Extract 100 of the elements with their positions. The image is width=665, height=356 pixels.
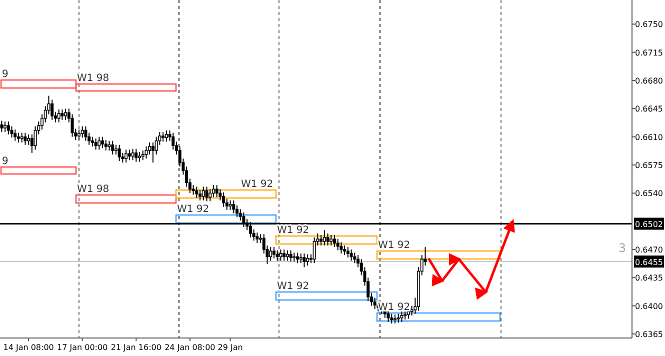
candlestick bbox=[57, 108, 60, 123]
candlestick bbox=[20, 132, 24, 143]
candlestick bbox=[10, 126, 14, 138]
candlestick bbox=[195, 186, 198, 198]
candlestick bbox=[24, 132, 27, 146]
candlestick bbox=[141, 150, 144, 161]
candlestick bbox=[94, 138, 98, 150]
candlestick bbox=[215, 184, 218, 198]
candlestick bbox=[14, 129, 17, 142]
annotation: W1 92 bbox=[277, 225, 310, 236]
candlestick bbox=[128, 149, 131, 161]
annotation: W1 92 bbox=[241, 179, 274, 190]
ref-line-label: 0.6502 bbox=[635, 220, 663, 230]
annotation: 3 bbox=[618, 241, 626, 255]
x-tick-label: 24 Jan 08:00 bbox=[164, 343, 216, 352]
candlestick bbox=[302, 253, 306, 268]
candlestick bbox=[114, 144, 118, 156]
candlestick bbox=[172, 132, 175, 150]
candlestick bbox=[124, 149, 128, 164]
x-tick-label: 29 Jan bbox=[218, 343, 243, 352]
candlestick bbox=[279, 248, 282, 262]
candlestick bbox=[232, 200, 236, 214]
candlestick bbox=[296, 252, 300, 264]
candlestick bbox=[80, 126, 84, 138]
candlestick bbox=[320, 234, 323, 246]
y-tick-label: 0.6540 bbox=[635, 189, 663, 198]
candlestick bbox=[6, 121, 10, 135]
candlestick bbox=[299, 253, 302, 264]
candlestick bbox=[256, 232, 259, 244]
candlestick bbox=[282, 248, 286, 262]
candlestick bbox=[134, 148, 138, 162]
candlestick bbox=[276, 250, 279, 262]
candlestick bbox=[340, 242, 343, 254]
candlestick bbox=[138, 152, 142, 162]
candlestick bbox=[202, 186, 205, 201]
candlestick bbox=[390, 313, 394, 324]
candlestick bbox=[326, 232, 330, 246]
x-tick-label: 17 Jan 00:00 bbox=[57, 343, 108, 352]
candlestick bbox=[4, 121, 7, 132]
y-tick-label: 0.6715 bbox=[635, 48, 663, 58]
candlestick bbox=[228, 200, 232, 211]
annotation: W1 92 bbox=[177, 204, 210, 215]
ref-line-label: 0.6455 bbox=[635, 258, 663, 268]
annotation: W1 92 bbox=[277, 281, 310, 292]
annotation: 9 bbox=[2, 69, 8, 80]
candlestick bbox=[222, 192, 226, 208]
y-tick-label: 0.6470 bbox=[635, 245, 663, 254]
candlestick bbox=[64, 108, 68, 120]
candlestick bbox=[272, 246, 276, 259]
candlestick bbox=[131, 148, 134, 161]
annotation: W1 98 bbox=[77, 73, 110, 84]
candlestick bbox=[330, 234, 333, 246]
candlestick bbox=[34, 126, 37, 150]
candlestick bbox=[205, 186, 208, 202]
candlestick bbox=[148, 142, 152, 156]
candlestick bbox=[111, 140, 114, 156]
candlestick bbox=[60, 108, 64, 120]
candlestick bbox=[286, 250, 289, 262]
candlestick bbox=[353, 252, 356, 264]
candlestick bbox=[162, 131, 165, 142]
x-tick-label: 14 Jan 08:00 bbox=[3, 343, 54, 352]
candlestick bbox=[90, 136, 94, 147]
candlestick bbox=[322, 230, 326, 246]
x-tick-label: 21 Jan 16:00 bbox=[110, 343, 162, 352]
candlestick bbox=[30, 134, 34, 154]
y-tick-label: 0.6645 bbox=[635, 104, 663, 114]
candlestick bbox=[212, 184, 215, 198]
candlestick bbox=[198, 189, 202, 201]
candlestick bbox=[164, 130, 168, 142]
candlestick bbox=[104, 140, 108, 151]
candlestick bbox=[151, 142, 154, 164]
candlestick bbox=[236, 204, 238, 218]
candlestick bbox=[208, 188, 212, 202]
candlestick bbox=[289, 250, 292, 262]
candlestick bbox=[312, 236, 316, 264]
candlestick bbox=[306, 254, 310, 266]
y-tick-label: 0.6435 bbox=[635, 274, 663, 283]
candlestick bbox=[269, 246, 272, 262]
annotation: W1 92 bbox=[378, 240, 410, 251]
candlestick bbox=[98, 136, 101, 150]
candlestick bbox=[50, 99, 54, 120]
annotation: 9 bbox=[2, 156, 8, 167]
annotation: W1 98 bbox=[77, 184, 110, 195]
y-tick-label: 0.6680 bbox=[635, 76, 663, 86]
y-tick-label: 0.6365 bbox=[635, 330, 663, 339]
candlestick bbox=[336, 238, 340, 251]
candlestick bbox=[343, 244, 346, 256]
candlestick bbox=[346, 246, 350, 258]
y-tick-label: 0.6610 bbox=[635, 132, 663, 142]
y-tick-label: 0.6400 bbox=[635, 302, 663, 311]
candlestick bbox=[118, 144, 121, 162]
candlestick bbox=[101, 136, 104, 149]
y-tick-label: 0.6575 bbox=[635, 160, 663, 170]
candlestick bbox=[400, 310, 404, 322]
candlestick bbox=[332, 234, 336, 248]
candlestick bbox=[78, 129, 80, 141]
candlestick bbox=[27, 134, 30, 146]
candlestick bbox=[350, 248, 353, 262]
y-tick-label: 0.6750 bbox=[635, 20, 663, 30]
candlestick bbox=[16, 132, 20, 143]
